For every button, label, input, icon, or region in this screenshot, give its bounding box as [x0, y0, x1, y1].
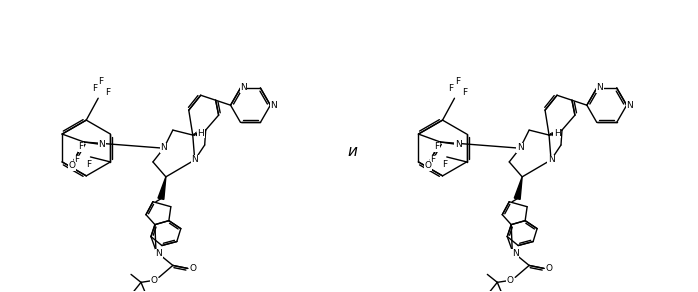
Text: N: N [156, 249, 162, 258]
Text: N: N [191, 155, 198, 164]
Text: и: и [347, 145, 357, 159]
Text: F: F [78, 142, 83, 152]
Text: O: O [68, 161, 75, 171]
Text: O: O [507, 276, 514, 285]
Text: F: F [455, 77, 460, 86]
Text: N: N [161, 143, 168, 152]
Text: H: H [198, 128, 204, 138]
Text: F: F [91, 84, 97, 93]
Text: F: F [98, 77, 104, 86]
Text: N: N [626, 101, 633, 110]
Text: N: N [517, 143, 524, 152]
Text: O: O [151, 276, 158, 285]
Text: N: N [512, 249, 519, 258]
Polygon shape [158, 177, 166, 199]
Text: O: O [425, 161, 432, 171]
Text: N: N [596, 84, 603, 93]
Text: F: F [443, 160, 447, 169]
Text: N: N [98, 140, 105, 149]
Text: N: N [455, 140, 461, 149]
Text: F: F [434, 142, 440, 152]
Text: F: F [74, 155, 79, 164]
Text: N: N [240, 84, 247, 93]
Text: N: N [548, 155, 554, 164]
Text: N: N [270, 101, 276, 110]
Text: F: F [86, 160, 91, 169]
Text: O: O [546, 264, 553, 273]
Text: O: O [189, 264, 196, 273]
Polygon shape [514, 177, 522, 199]
Text: F: F [105, 88, 111, 97]
Text: F: F [448, 84, 453, 93]
Text: F: F [430, 155, 436, 164]
Text: F: F [462, 88, 467, 97]
Text: H: H [554, 128, 560, 138]
